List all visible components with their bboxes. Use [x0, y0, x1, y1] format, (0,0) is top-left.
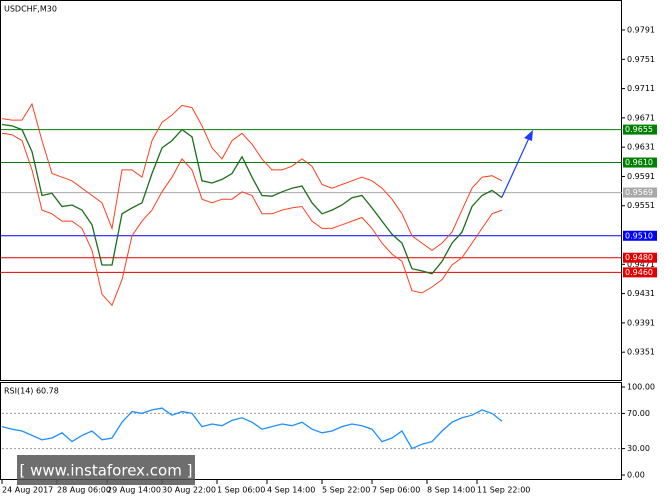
level-tag	[623, 157, 657, 168]
arrow-head	[524, 130, 533, 141]
x-tick-label: 30 Aug 22:00	[162, 486, 216, 495]
level-label: 0.9510	[625, 231, 653, 240]
level-tag	[623, 252, 657, 263]
level-label: 0.9655	[625, 125, 653, 134]
y-tick-label: 0.9551	[627, 201, 655, 210]
chart-title: USDCHF,M30	[4, 5, 57, 14]
y-tick-label: 0.9751	[627, 55, 655, 64]
rsi-frame	[0, 382, 622, 480]
x-tick-label: 1 Sep 06:00	[217, 486, 265, 495]
y-tick-label: 0.9471	[627, 260, 655, 269]
level-label: 0.9480	[625, 253, 653, 262]
y-tick-label: 0.9671	[627, 113, 655, 122]
x-tick-label: 4 Sep 14:00	[267, 486, 315, 495]
x-tick-label: 8 Sep 14:00	[427, 486, 475, 495]
forecast-arrow	[501, 137, 530, 198]
y-tick-label: 30.00	[627, 444, 650, 453]
rsi-title: RSI(14) 60.78	[4, 387, 59, 396]
y-tick-label: 0.9711	[627, 84, 655, 93]
y-tick-label: 0.9351	[627, 348, 655, 357]
level-tag	[623, 230, 657, 241]
x-tick-label: 11 Sep 22:00	[477, 486, 530, 495]
y-tick-label: 0.9631	[627, 143, 655, 152]
y-tick-label: 0.9591	[627, 172, 655, 181]
x-tick-label: 24 Aug 2017	[2, 486, 53, 495]
y-tick-label: 100.00	[627, 383, 655, 392]
level-label: 0.9610	[625, 158, 653, 167]
y-tick-label: 70.00	[627, 409, 650, 418]
y-tick-label: 0.9431	[627, 289, 655, 298]
x-tick-label: 7 Sep 06:00	[372, 486, 420, 495]
x-tick-label: 28 Aug 06:00	[57, 486, 111, 495]
level-tag	[623, 267, 657, 278]
y-tick-label: 0.9791	[627, 26, 655, 35]
level-label: 0.9569	[625, 188, 653, 197]
series-line	[1, 132, 503, 307]
y-tick-label: 0.9391	[627, 318, 655, 327]
x-tick-label: 29 Aug 14:00	[107, 486, 161, 495]
watermark: [ www.instaforex.com ]	[20, 462, 193, 480]
y-tick-label: 0.00	[627, 471, 645, 480]
series-line	[1, 102, 503, 252]
watermark-box	[17, 455, 195, 485]
level-label: 0.9460	[625, 268, 653, 277]
series-line	[1, 123, 503, 275]
price-frame	[0, 0, 622, 381]
level-tag	[623, 124, 657, 135]
x-tick-label: 5 Sep 22:00	[322, 486, 370, 495]
level-tag	[623, 187, 657, 198]
series-line	[1, 407, 503, 450]
